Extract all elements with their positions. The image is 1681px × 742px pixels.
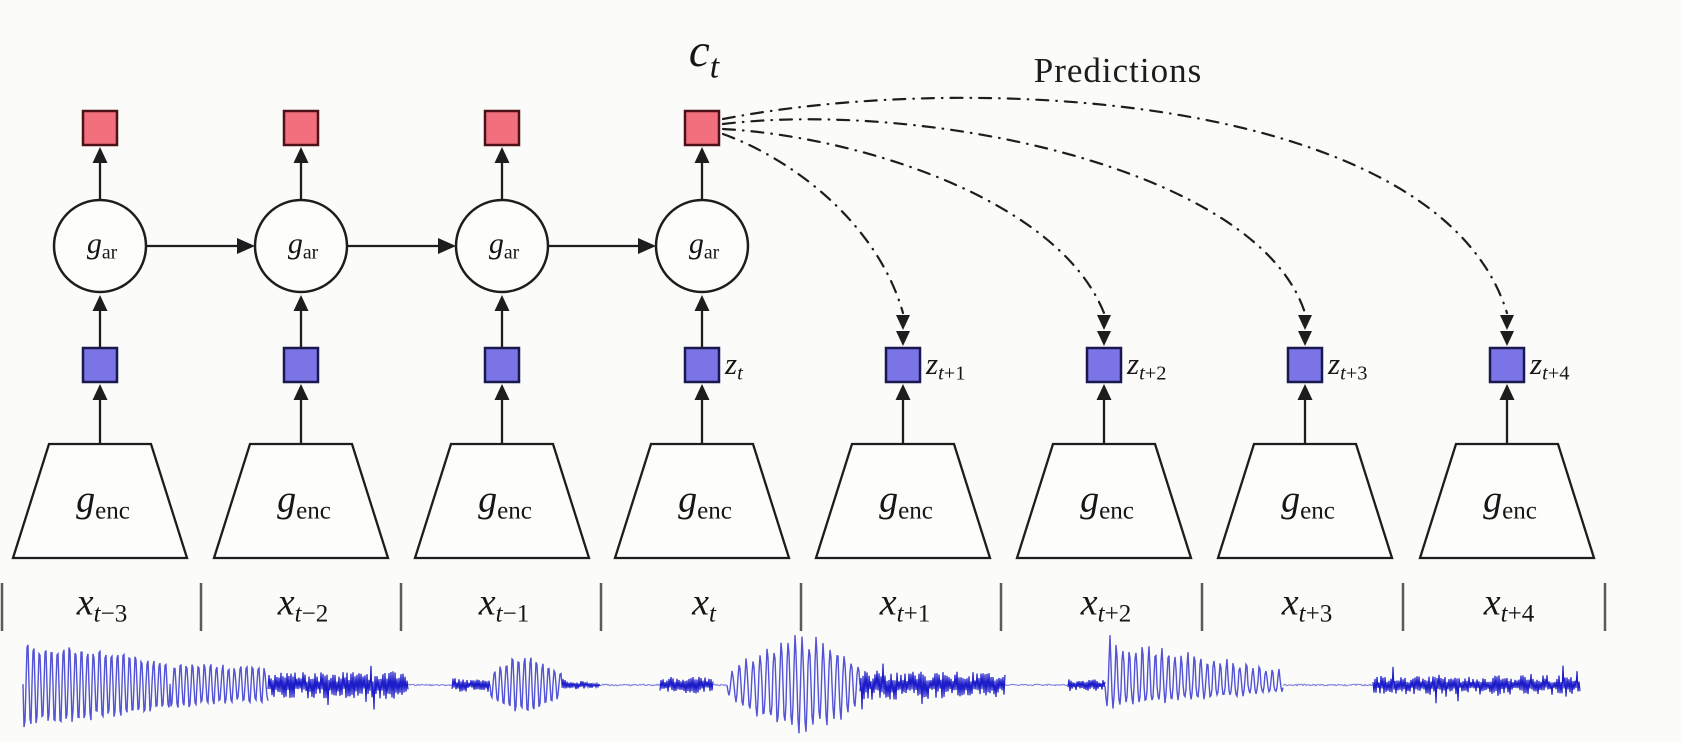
latent-node xyxy=(1488,346,1526,384)
arrow-latent-to-ar-head xyxy=(694,295,710,311)
prediction-arrowhead-lower-3 xyxy=(1298,331,1312,346)
arrow-enc-to-latent-head xyxy=(293,384,309,400)
arrow-enc-to-latent-head xyxy=(1096,384,1112,400)
arrow-ar-to-context-head xyxy=(694,147,710,163)
prediction-curve-3 xyxy=(721,118,1307,315)
encoder-node xyxy=(1418,442,1596,560)
prediction-arrowhead-upper-3 xyxy=(1298,315,1312,330)
arrow-latent-to-ar-head xyxy=(494,295,510,311)
ar-node xyxy=(253,198,349,294)
context-node xyxy=(683,109,721,147)
arrow-enc-to-latent-head xyxy=(1499,384,1515,400)
encoder-node xyxy=(1015,442,1193,560)
audio-waveform-segment-16 xyxy=(1372,665,1581,704)
arrow-ar-to-context-head xyxy=(494,147,510,163)
prediction-curve-4 xyxy=(721,96,1509,315)
prediction-arrowhead-lower-1 xyxy=(896,331,910,346)
audio-waveform-segment-7 xyxy=(599,683,661,687)
audio-waveform-segment-2 xyxy=(267,665,409,710)
audio-waveform-segment-3 xyxy=(408,683,453,687)
encoder-node xyxy=(613,442,791,560)
audio-waveform-segment-6 xyxy=(561,679,601,690)
context-node xyxy=(81,109,119,147)
latent-node xyxy=(483,346,521,384)
arrow-ar-to-ar-head xyxy=(237,238,255,254)
arrow-enc-to-latent-head xyxy=(92,384,108,400)
arrow-enc-to-latent-head xyxy=(694,384,710,400)
ar-node xyxy=(654,198,750,294)
arrow-ar-to-ar-head xyxy=(638,238,656,254)
prediction-arrowhead-upper-1 xyxy=(896,315,910,330)
encoder-node xyxy=(11,442,189,560)
latent-node xyxy=(884,346,922,384)
audio-waveform-segment-14 xyxy=(1104,635,1284,709)
encoder-node xyxy=(212,442,390,560)
audio-waveform-segment-11 xyxy=(859,663,1006,710)
arrow-ar-to-ar-head xyxy=(438,238,456,254)
latent-node xyxy=(683,346,721,384)
audio-waveform-segment-1 xyxy=(169,663,269,708)
encoder-node xyxy=(413,442,591,560)
arrow-ar-to-context-head xyxy=(92,147,108,163)
prediction-arrowhead-lower-4 xyxy=(1500,331,1514,346)
arrow-latent-to-ar-head xyxy=(293,295,309,311)
audio-waveform-segment-8 xyxy=(659,676,714,694)
encoder-node xyxy=(814,442,992,560)
prediction-arrowhead-lower-2 xyxy=(1097,331,1111,346)
latent-node xyxy=(1286,346,1324,384)
audio-waveform-segment-12 xyxy=(1004,683,1069,687)
latent-node xyxy=(1085,346,1123,384)
audio-waveform-segment-5 xyxy=(489,657,563,712)
audio-waveform-segment-10 xyxy=(726,634,861,734)
audio-waveform-segment-13 xyxy=(1067,679,1106,691)
arrow-ar-to-context-head xyxy=(293,147,309,163)
audio-waveform-segment-0 xyxy=(22,644,171,728)
ar-node xyxy=(454,198,550,294)
latent-node xyxy=(282,346,320,384)
context-node xyxy=(282,109,320,147)
arrow-enc-to-latent-head xyxy=(895,384,911,400)
audio-waveform-segment-15 xyxy=(1282,683,1374,687)
ar-node xyxy=(52,198,148,294)
audio-waveform-segment-4 xyxy=(451,678,491,692)
encoder-node xyxy=(1216,442,1394,560)
arrow-enc-to-latent-head xyxy=(494,384,510,400)
prediction-curve-1 xyxy=(721,132,905,315)
arrow-latent-to-ar-head xyxy=(92,295,108,311)
audio-waveform-segment-9 xyxy=(712,683,728,687)
prediction-arrowhead-upper-4 xyxy=(1500,315,1514,330)
prediction-curve-2 xyxy=(721,127,1106,315)
context-node xyxy=(483,109,521,147)
arrow-enc-to-latent-head xyxy=(1297,384,1313,400)
latent-node xyxy=(81,346,119,384)
prediction-arrowhead-upper-2 xyxy=(1097,315,1111,330)
